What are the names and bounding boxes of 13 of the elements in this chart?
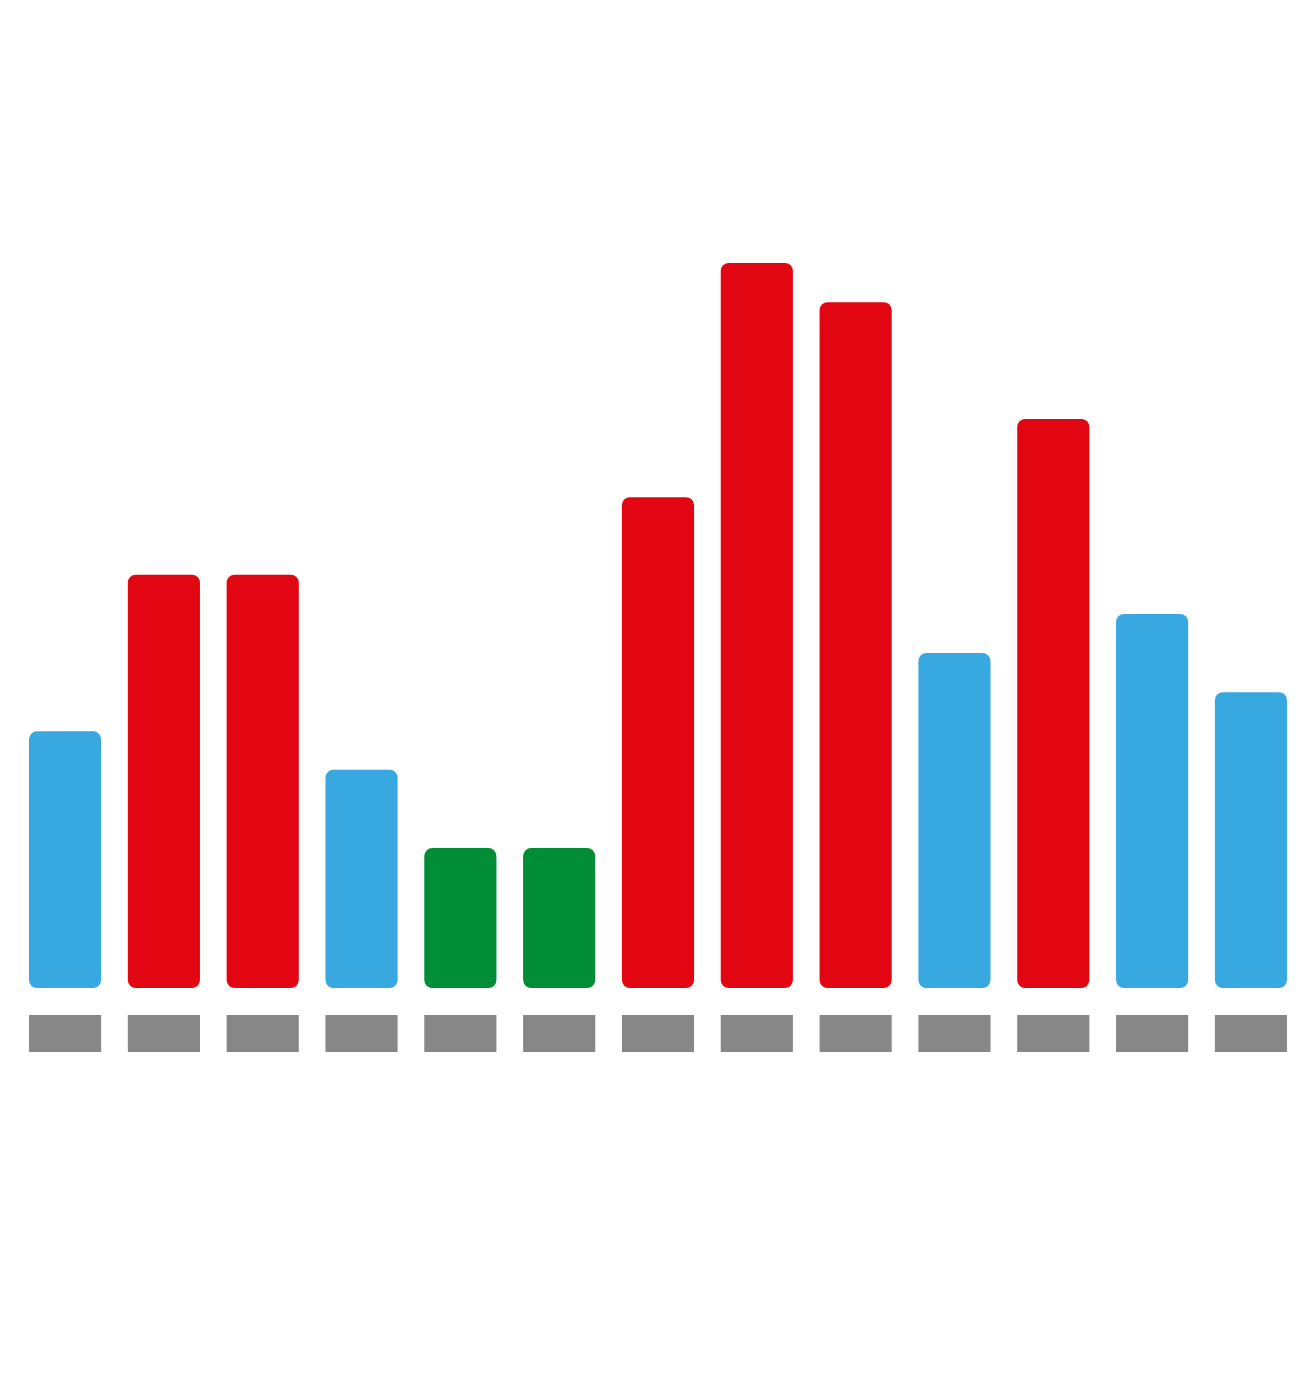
bar xyxy=(29,731,102,988)
bar xyxy=(1116,613,1189,988)
bar xyxy=(1214,692,1287,988)
bar xyxy=(127,574,200,988)
bar xyxy=(523,848,596,988)
bar xyxy=(325,769,398,988)
bar xyxy=(720,263,793,988)
bar xyxy=(621,497,695,988)
bar xyxy=(918,653,991,988)
bar xyxy=(226,574,299,988)
bar xyxy=(1017,418,1090,988)
bar xyxy=(424,848,497,988)
bar xyxy=(819,302,892,988)
